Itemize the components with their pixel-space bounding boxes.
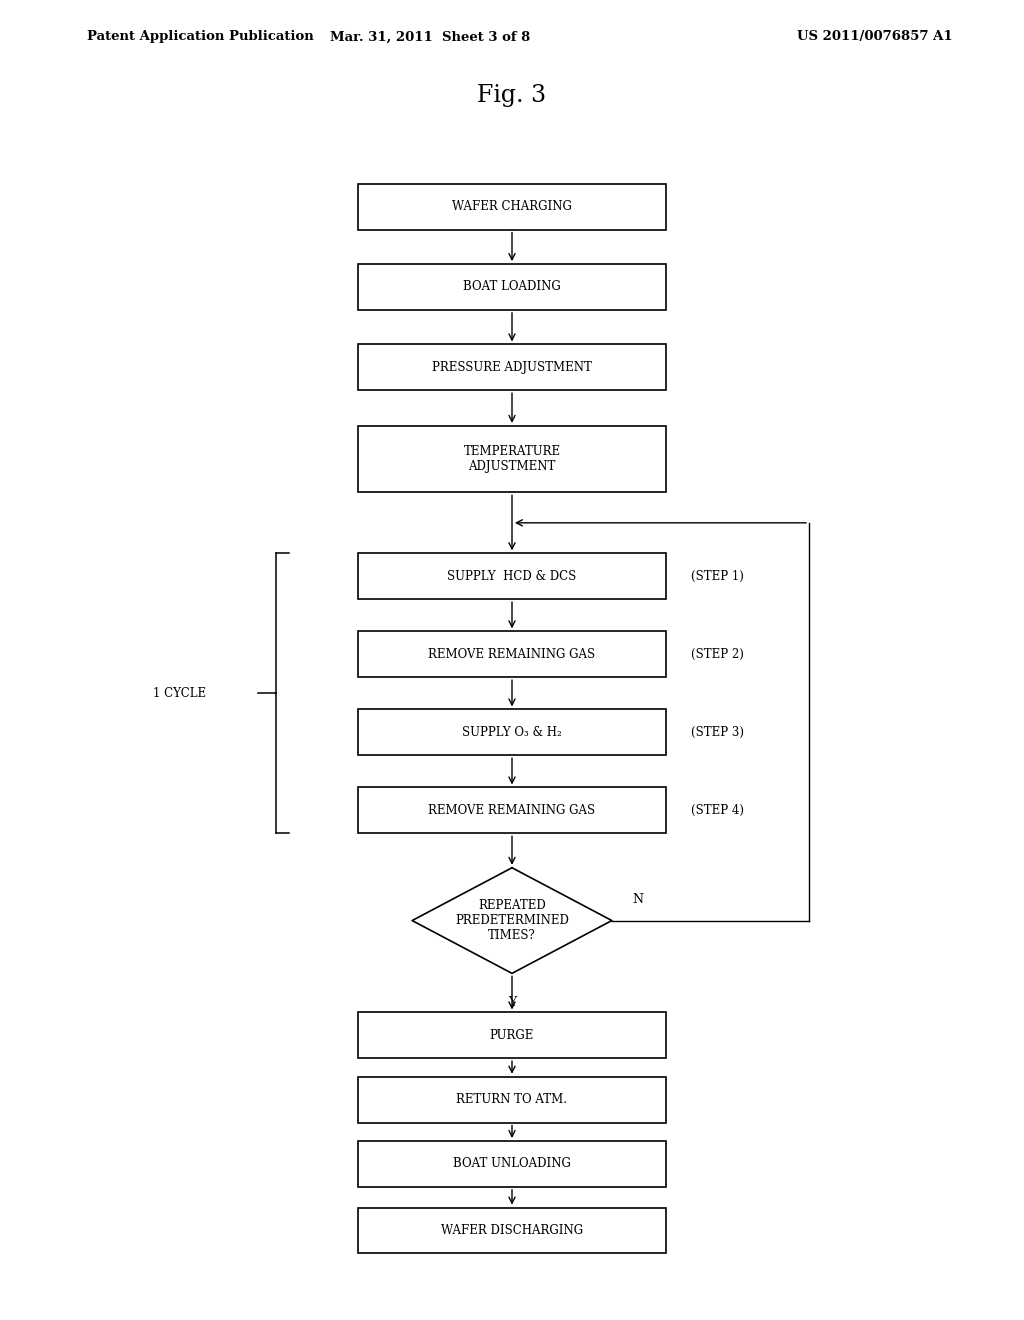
Text: Fig. 3: Fig. 3 [477,83,547,107]
Text: TEMPERATURE
ADJUSTMENT: TEMPERATURE ADJUSTMENT [464,445,560,473]
Text: WAFER CHARGING: WAFER CHARGING [452,201,572,213]
Text: RETURN TO ATM.: RETURN TO ATM. [457,1093,567,1106]
Bar [358,631,666,677]
Text: (STEP 3): (STEP 3) [691,726,744,739]
Text: REMOVE REMAINING GAS: REMOVE REMAINING GAS [428,648,596,661]
Text: (STEP 2): (STEP 2) [691,648,744,661]
Text: BOAT UNLOADING: BOAT UNLOADING [453,1158,571,1171]
Bar [358,264,666,310]
Text: Patent Application Publication: Patent Application Publication [87,30,313,44]
Text: (STEP 1): (STEP 1) [691,570,744,582]
Text: 1 CYCLE: 1 CYCLE [153,686,206,700]
Text: (STEP 4): (STEP 4) [691,804,744,817]
Text: US 2011/0076857 A1: US 2011/0076857 A1 [797,30,952,44]
Bar [358,553,666,599]
Text: WAFER DISCHARGING: WAFER DISCHARGING [441,1224,583,1237]
Text: PURGE: PURGE [489,1028,535,1041]
Bar [358,709,666,755]
Bar [358,1012,666,1059]
Text: BOAT LOADING: BOAT LOADING [463,280,561,293]
Bar [358,345,666,391]
Text: REPEATED
PREDETERMINED
TIMES?: REPEATED PREDETERMINED TIMES? [455,899,569,942]
Text: PRESSURE ADJUSTMENT: PRESSURE ADJUSTMENT [432,360,592,374]
Text: Mar. 31, 2011  Sheet 3 of 8: Mar. 31, 2011 Sheet 3 of 8 [330,30,530,44]
Text: Y: Y [508,995,516,1008]
Bar [358,426,666,492]
Text: N: N [633,894,643,907]
Bar [358,788,666,833]
Text: SUPPLY  HCD & DCS: SUPPLY HCD & DCS [447,570,577,582]
Bar [358,1140,666,1187]
Text: SUPPLY O₃ & H₂: SUPPLY O₃ & H₂ [462,726,562,739]
Text: REMOVE REMAINING GAS: REMOVE REMAINING GAS [428,804,596,817]
Bar [358,1208,666,1254]
Bar [358,183,666,230]
Bar [358,1077,666,1122]
